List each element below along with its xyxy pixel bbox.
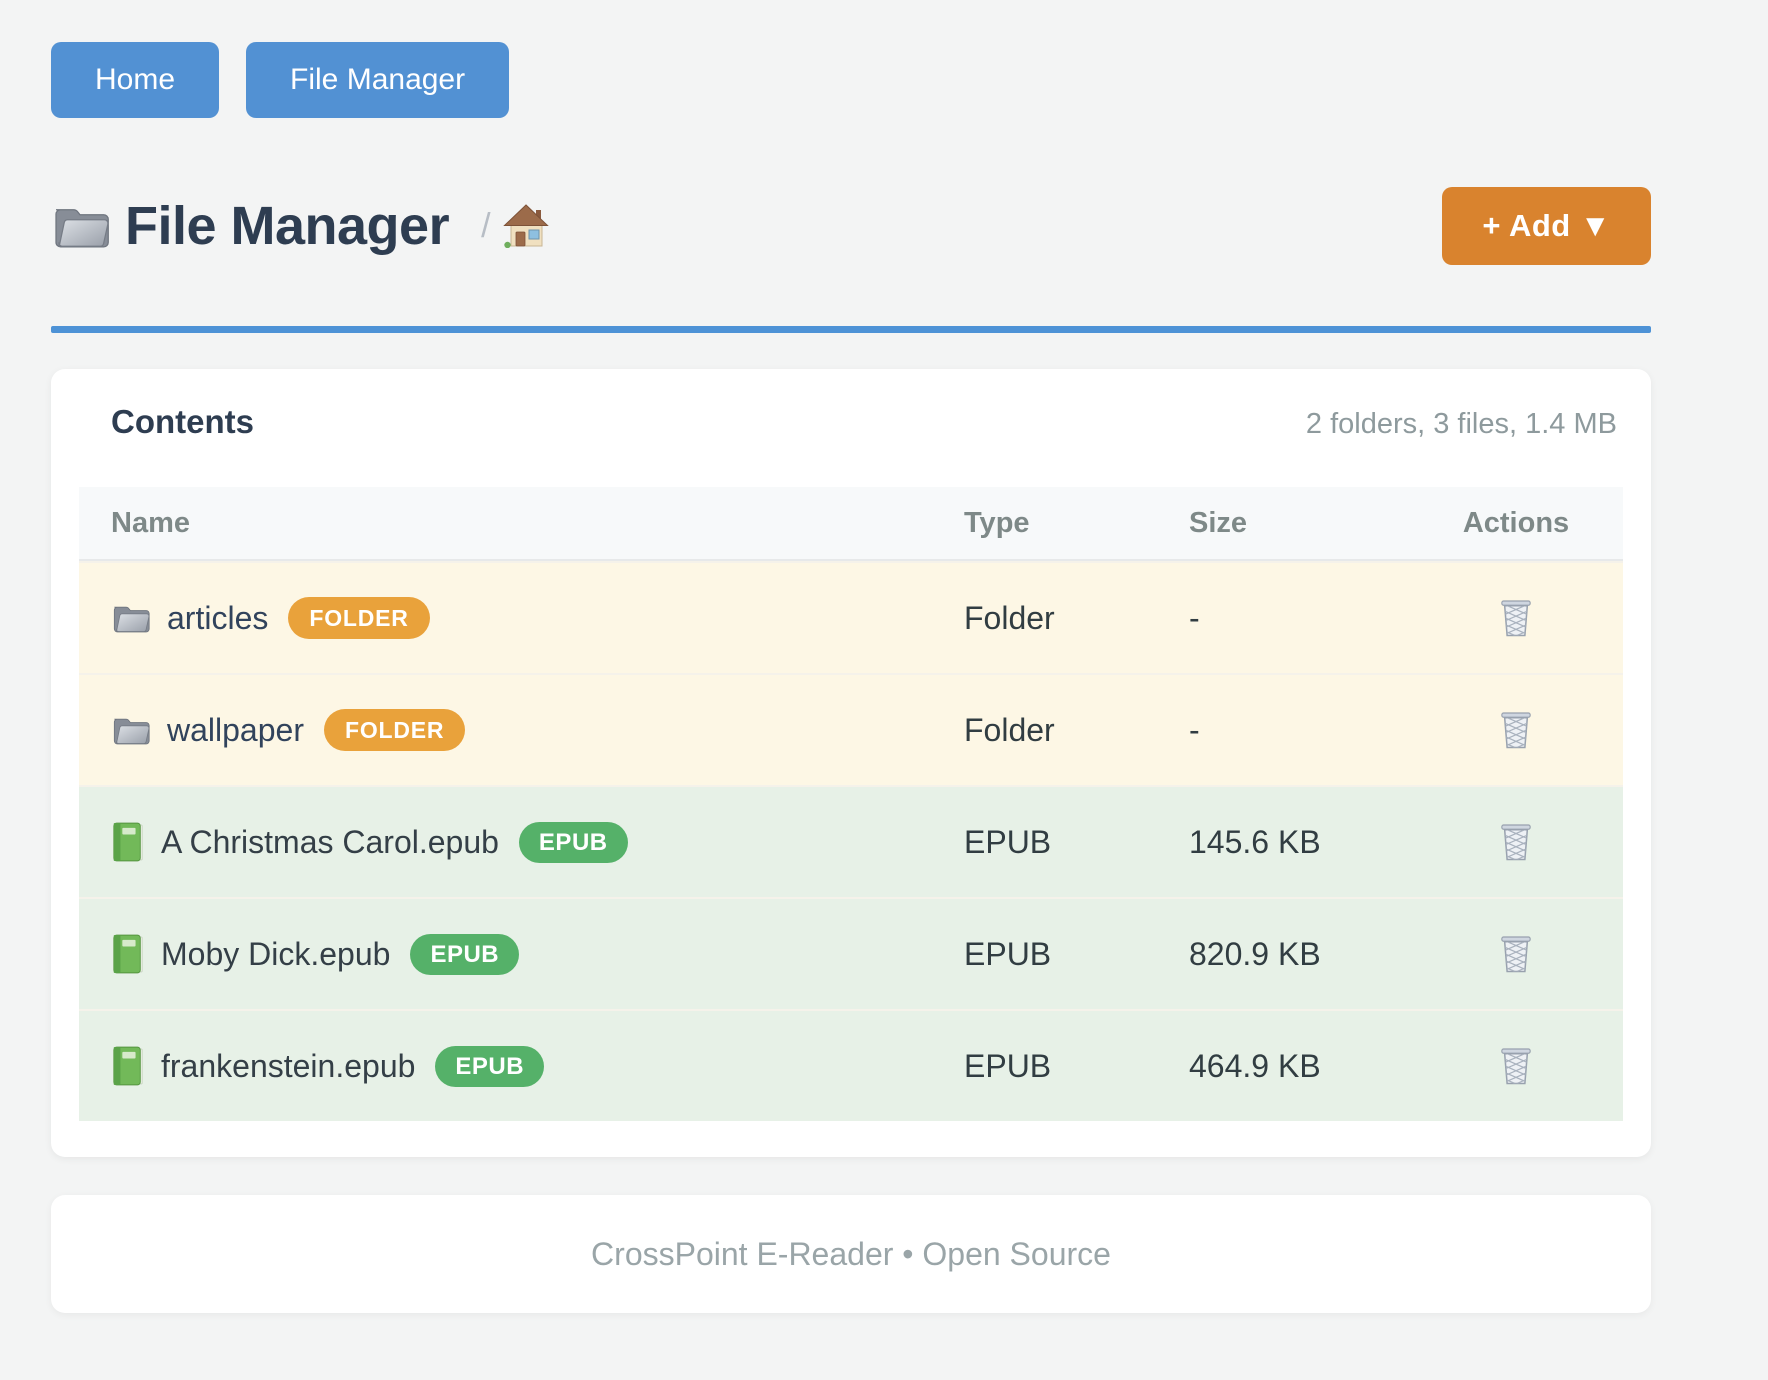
epub-badge: EPUB — [518, 821, 628, 863]
trash-icon — [1499, 598, 1533, 638]
delete-button[interactable] — [1495, 930, 1537, 978]
file-name[interactable]: frankenstein.epub — [161, 1047, 416, 1084]
table-row[interactable]: wallpaper FOLDER Folder - — [79, 673, 1623, 785]
table-header-row: Name Type Size Actions — [79, 487, 1623, 561]
file-name[interactable]: Moby Dick.epub — [161, 935, 391, 972]
folder-badge: FOLDER — [288, 597, 430, 639]
folder-icon — [111, 713, 151, 747]
book-icon — [111, 821, 145, 863]
house-icon[interactable] — [503, 204, 549, 248]
page-header: File Manager / + Add ▼ — [51, 185, 1651, 267]
folder-icon — [111, 601, 151, 635]
table-row[interactable]: frankenstein.epub EPUB EPUB 464.9 KB — [79, 1009, 1623, 1121]
file-type: EPUB — [964, 1047, 1052, 1084]
file-type: Folder — [964, 711, 1055, 748]
file-name[interactable]: wallpaper — [167, 711, 304, 748]
table-row[interactable]: articles FOLDER Folder - — [79, 561, 1623, 673]
file-size: - — [1189, 711, 1200, 748]
column-header-actions: Actions — [1462, 506, 1570, 539]
folder-badge: FOLDER — [323, 709, 466, 751]
folder-icon — [51, 200, 111, 252]
top-navigation: Home File Manager — [51, 0, 1651, 118]
trash-icon — [1499, 934, 1533, 974]
file-name[interactable]: articles — [167, 599, 269, 636]
file-size: 820.9 KB — [1189, 935, 1321, 972]
contents-summary: 2 folders, 3 files, 1.4 MB — [1305, 408, 1617, 440]
header-divider — [51, 326, 1651, 333]
column-header-type: Type — [964, 506, 1030, 539]
file-type: EPUB — [964, 823, 1052, 860]
column-header-name: Name — [111, 506, 190, 539]
table-row[interactable]: Moby Dick.epub EPUB EPUB 820.9 KB — [79, 897, 1623, 1009]
delete-button[interactable] — [1495, 594, 1537, 642]
add-button[interactable]: + Add ▼ — [1442, 187, 1651, 265]
breadcrumb-separator: / — [481, 206, 491, 245]
epub-badge: EPUB — [410, 933, 520, 975]
footer: CrossPoint E-Reader • Open Source — [51, 1195, 1651, 1313]
book-icon — [111, 933, 145, 975]
file-type: Folder — [964, 599, 1055, 636]
delete-button[interactable] — [1495, 818, 1537, 866]
page-container: Home File Manager File Manager / + Add ▼… — [51, 0, 1651, 1313]
contents-title: Contents — [111, 403, 254, 440]
contents-card: Contents 2 folders, 3 files, 1.4 MB Name… — [51, 369, 1651, 1157]
epub-badge: EPUB — [435, 1045, 545, 1087]
file-manager-button[interactable]: File Manager — [246, 42, 510, 118]
file-type: EPUB — [964, 935, 1052, 972]
file-name[interactable]: A Christmas Carol.epub — [161, 823, 499, 860]
trash-icon — [1499, 710, 1533, 750]
file-size: 464.9 KB — [1189, 1047, 1321, 1084]
table-row[interactable]: A Christmas Carol.epub EPUB EPUB 145.6 K… — [79, 785, 1623, 897]
page-title: File Manager — [125, 196, 450, 256]
file-size: 145.6 KB — [1189, 823, 1321, 860]
footer-text: CrossPoint E-Reader • Open Source — [591, 1235, 1111, 1272]
breadcrumb: / — [481, 204, 548, 248]
home-button[interactable]: Home — [51, 42, 220, 118]
trash-icon — [1499, 822, 1533, 862]
contents-card-header: Contents 2 folders, 3 files, 1.4 MB — [79, 403, 1623, 447]
column-header-size: Size — [1189, 506, 1248, 539]
delete-button[interactable] — [1495, 1042, 1537, 1090]
book-icon — [111, 1045, 145, 1087]
trash-icon — [1499, 1046, 1533, 1086]
file-table: Name Type Size Actions articles FOLDER F… — [79, 487, 1623, 1121]
file-size: - — [1189, 599, 1200, 636]
delete-button[interactable] — [1495, 706, 1537, 754]
